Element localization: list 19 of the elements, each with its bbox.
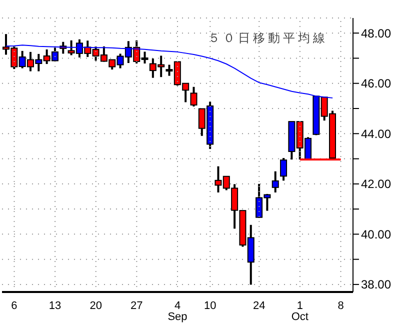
x-tick-label: 8 [338, 300, 344, 312]
y-tick-label: 44.00 [361, 126, 392, 141]
x-tick-label: 6 [11, 300, 18, 312]
x-tick-label: 27 [130, 300, 143, 312]
candlestick [280, 157, 288, 182]
candlestick [272, 170, 279, 194]
x-tick-label: 10 [204, 300, 216, 312]
series-label: ５０日移動平均線 [208, 30, 328, 47]
candlestick [190, 86, 198, 108]
x-tick-label: 1 Oct [291, 300, 309, 323]
x-tick-label: 24 [253, 300, 266, 312]
x-tick-label: 13 [48, 300, 62, 312]
y-tick-label: 40.00 [361, 227, 392, 242]
y-tick-label: 48.00 [361, 26, 392, 40]
y-tick-label: 38.00 [361, 278, 392, 292]
x-tick-label: 4 Sep [168, 300, 188, 323]
y-tick-label: 46.00 [361, 76, 392, 91]
x-tick-label: 20 [90, 300, 102, 312]
y-tick-label: 42.00 [361, 177, 392, 192]
